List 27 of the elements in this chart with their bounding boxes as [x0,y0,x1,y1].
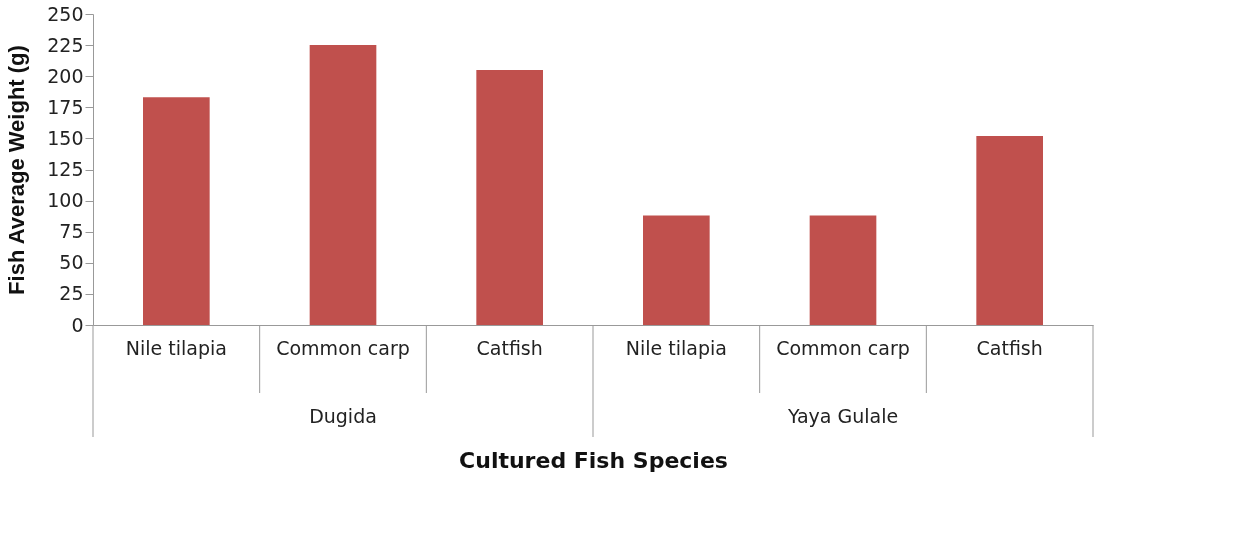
y-tick-label: 50 [59,251,84,274]
text: Dugida [309,405,377,427]
bar [309,45,377,325]
y-tick-label: 175 [47,95,84,118]
x-tick-label: Common carp [776,336,910,359]
text: Yaya Gulale [786,405,899,427]
x-tick-label: Catfish [476,336,543,359]
y-tick-label: 75 [59,220,84,243]
y-tick-label: 25 [59,282,84,305]
bar [476,69,543,325]
x-tick-label: Common carp [276,336,410,359]
y-tick-label: 100 [47,189,84,212]
y-tick-label: 250 [47,2,84,25]
bar [643,215,710,325]
x-tick-label: Nile tilapia [125,336,227,359]
bar [809,215,877,325]
bar [976,135,1043,325]
x-tick-label: Nile tilapia [625,336,727,359]
x-tick-label: Catfish [976,336,1043,359]
y-tick-label: 0 [71,313,84,336]
y-tick-label: 200 [47,64,84,87]
y-axis-title: Fish Average Weight (g) [4,45,30,295]
y-tick-label: 150 [47,126,84,149]
y-tick-label: 225 [47,33,84,56]
bar [143,97,210,325]
x-axis-title: Cultured Fish Species [459,447,728,473]
y-tick-label: 125 [47,158,84,180]
